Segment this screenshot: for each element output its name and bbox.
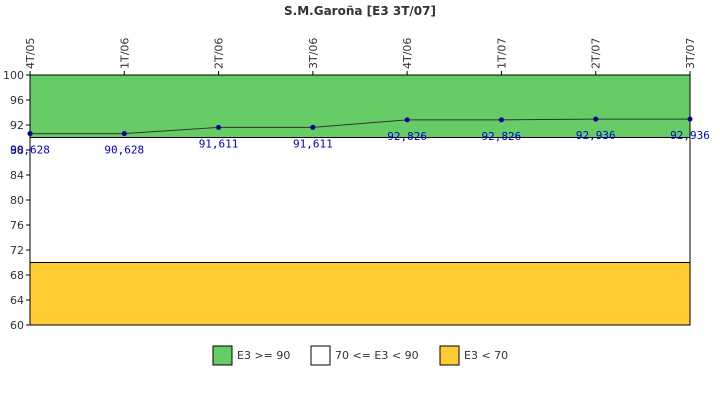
y-tick-label: 72 xyxy=(10,244,24,257)
legend: E3 >= 90 70 <= E3 < 90 E3 < 70 xyxy=(212,345,508,366)
band-2 xyxy=(29,262,691,326)
data-point xyxy=(216,124,222,130)
data-point xyxy=(593,116,599,122)
data-label: 92,936 xyxy=(670,129,710,142)
band-1 xyxy=(29,137,691,263)
data-label: 91,611 xyxy=(199,137,239,150)
x-tick-label: 2T/06 xyxy=(213,38,226,69)
y-tick-label: 64 xyxy=(10,294,24,307)
data-point xyxy=(687,116,693,122)
y-tick-label: 92 xyxy=(10,119,24,132)
data-label: 92,936 xyxy=(576,129,616,142)
x-tick-label: 2T/07 xyxy=(590,38,603,69)
legend-swatch xyxy=(212,345,233,366)
threshold-bands xyxy=(29,74,691,326)
data-label: 92,826 xyxy=(387,130,427,143)
legend-label: E3 < 70 xyxy=(464,349,508,362)
x-tick-label: 3T/07 xyxy=(684,38,697,69)
x-tick-label: 1T/06 xyxy=(118,38,131,69)
y-tick-label: 76 xyxy=(10,219,24,232)
legend-label: E3 >= 90 xyxy=(237,349,290,362)
y-tick-label: 100 xyxy=(3,69,24,82)
y-tick-label: 80 xyxy=(10,194,24,207)
data-label: 92,826 xyxy=(482,130,522,143)
x-tick-label: 1T/07 xyxy=(495,38,508,69)
x-axis: 4T/05 1T/06 2T/06 3T/06 4T/06 1T/07 2T/07 3T/07 xyxy=(24,38,697,75)
x-tick-label: 4T/06 xyxy=(401,38,414,69)
data-point xyxy=(310,124,316,130)
y-tick-label: 96 xyxy=(10,94,24,107)
y-tick-label: 88 xyxy=(10,144,24,157)
data-label: 91,611 xyxy=(293,137,333,150)
y-axis: 60 64 68 72 76 80 84 88 92 96 100 xyxy=(3,69,30,332)
legend-swatch xyxy=(310,345,331,366)
data-point xyxy=(498,117,504,123)
x-tick-label: 4T/05 xyxy=(24,38,37,69)
data-point xyxy=(27,131,33,137)
series: 90,628 90,628 91,611 91,611 92,826 92,826 92,9… xyxy=(10,116,710,157)
y-tick-label: 84 xyxy=(10,169,24,182)
y-tick-label: 60 xyxy=(10,319,24,332)
data-label: 90,628 xyxy=(10,144,50,157)
data-point xyxy=(404,117,410,123)
data-label: 90,628 xyxy=(104,144,144,157)
legend-swatch xyxy=(439,345,460,366)
band-0 xyxy=(29,74,691,138)
legend-label: 70 <= E3 < 90 xyxy=(335,349,419,362)
series-line xyxy=(30,118,690,135)
data-point xyxy=(121,131,127,137)
x-tick-label: 3T/06 xyxy=(307,38,320,69)
y-tick-label: 68 xyxy=(10,269,24,282)
chart-title: S.M.Garoña [E3 3T/07] xyxy=(284,4,436,18)
